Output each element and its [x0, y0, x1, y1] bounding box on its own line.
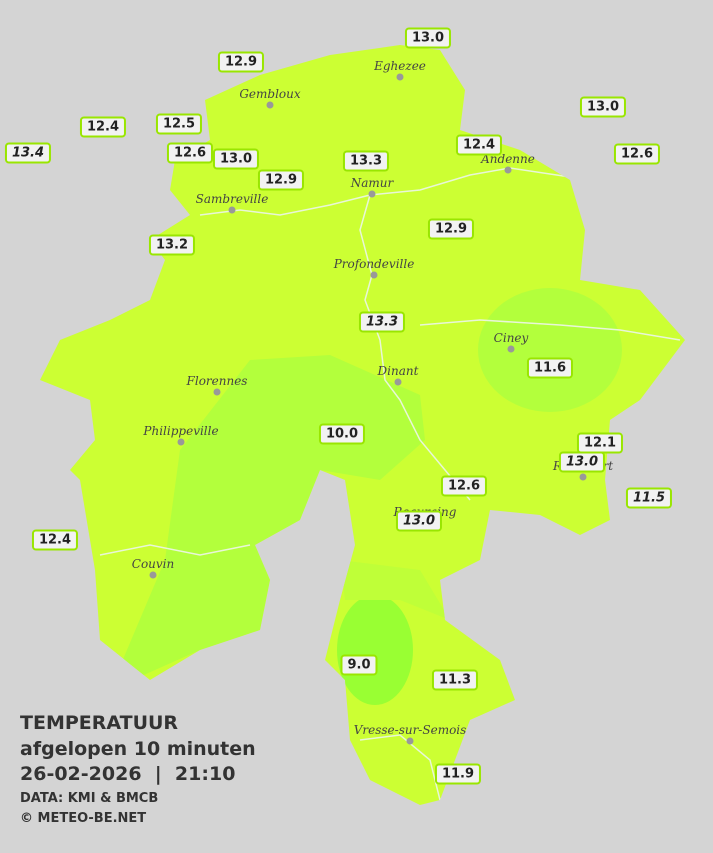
temperature-label: 12.9: [217, 51, 265, 73]
city-dot: [177, 438, 185, 446]
temperature-label: 12.4: [31, 529, 79, 551]
temperature-label: 12.6: [440, 475, 488, 497]
city-dot: [266, 101, 274, 109]
city-dot: [406, 737, 414, 745]
zone: [340, 560, 450, 620]
legend-source: DATA: KMI & BMCB: [20, 791, 159, 806]
city-dot: [504, 166, 512, 174]
city-dot: [368, 190, 376, 198]
temperature-label: 13.0: [404, 27, 452, 49]
temperature-label: 13.4: [4, 142, 52, 164]
city-name: Sambreville: [195, 192, 269, 206]
city-name: Profondeville: [333, 257, 415, 271]
temperature-label: 13.0: [212, 148, 260, 170]
temperature-label: 12.6: [166, 142, 214, 164]
city-name: Gembloux: [239, 87, 301, 101]
temperature-label: 12.6: [613, 143, 661, 165]
city-name: Andenne: [481, 152, 535, 166]
temperature-label: 11.9: [434, 763, 482, 785]
city-dot: [579, 473, 587, 481]
city-dot: [149, 571, 157, 579]
city-name: Ciney: [493, 331, 529, 345]
city-dot: [213, 388, 221, 396]
legend-copyright: © METEO-BE.NET: [20, 811, 147, 826]
temperature-label: 11.3: [431, 669, 479, 691]
legend-title: TEMPERATUUR: [20, 712, 179, 734]
city-name: Vresse-sur-Semois: [353, 723, 467, 737]
temperature-label: 12.4: [455, 134, 503, 156]
temperature-label: 13.0: [579, 96, 627, 118]
temperature-label: 11.6: [526, 357, 574, 379]
city-name: Eghezee: [374, 59, 426, 73]
legend-datetime: 26-02-2026 | 21:10: [20, 763, 236, 785]
legend-subtitle: afgelopen 10 minuten: [20, 738, 256, 760]
temperature-label: 11.5: [625, 487, 673, 509]
city-dot: [507, 345, 515, 353]
temperature-label: 13.0: [395, 510, 443, 532]
city-name: Dinant: [377, 364, 419, 378]
zone: [337, 595, 413, 705]
city-dot: [396, 73, 404, 81]
temperature-label: 13.2: [148, 234, 196, 256]
temperature-label: 12.9: [257, 169, 305, 191]
temperature-label: 10.0: [318, 423, 366, 445]
city-dot: [228, 206, 236, 214]
city-dot: [370, 271, 378, 279]
city-dot: [394, 378, 402, 386]
temperature-label: 12.4: [79, 116, 127, 138]
temperature-label: 9.0: [340, 654, 378, 676]
temperature-label: 13.3: [358, 311, 406, 333]
temperature-label: 12.9: [427, 218, 475, 240]
city-name: Couvin: [131, 557, 175, 571]
temperature-label: 12.5: [155, 113, 203, 135]
city-name: Namur: [350, 176, 394, 190]
zone: [478, 288, 622, 412]
city-name: Florennes: [186, 374, 248, 388]
temperature-label: 12.1: [576, 432, 624, 454]
temperature-label: 13.0: [558, 451, 606, 473]
temperature-label: 13.3: [342, 150, 390, 172]
city-name: Philippeville: [143, 424, 219, 438]
